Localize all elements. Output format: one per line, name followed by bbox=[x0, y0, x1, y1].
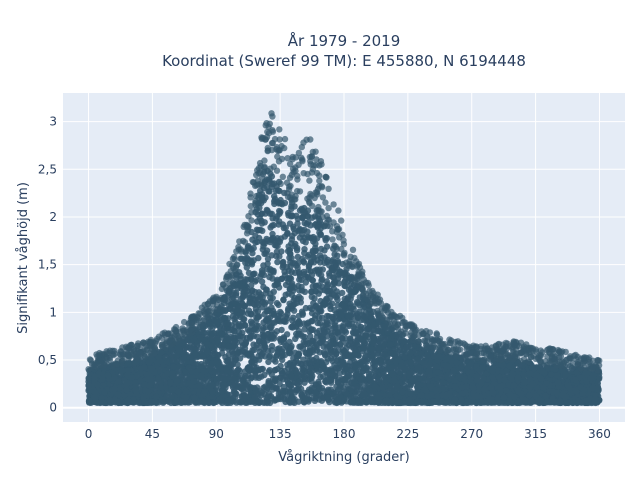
data-points bbox=[85, 110, 603, 407]
data-point bbox=[241, 322, 248, 329]
data-point bbox=[316, 266, 323, 273]
data-point bbox=[268, 173, 276, 180]
data-point bbox=[274, 258, 281, 266]
data-point bbox=[299, 287, 306, 294]
data-point bbox=[286, 247, 293, 254]
data-point bbox=[360, 304, 367, 311]
data-point bbox=[269, 215, 276, 222]
data-point bbox=[328, 355, 335, 362]
data-point bbox=[291, 379, 299, 386]
data-point bbox=[274, 385, 281, 392]
data-point bbox=[307, 268, 314, 275]
data-point bbox=[254, 238, 261, 246]
data-point bbox=[339, 346, 347, 353]
data-point bbox=[291, 229, 298, 237]
data-point bbox=[320, 343, 327, 350]
data-point bbox=[229, 313, 237, 320]
data-point bbox=[208, 330, 215, 338]
data-point bbox=[339, 289, 346, 297]
data-point bbox=[302, 279, 309, 286]
data-point bbox=[168, 393, 175, 401]
data-point bbox=[320, 328, 328, 335]
data-point bbox=[292, 335, 299, 343]
data-point bbox=[308, 293, 315, 300]
data-point bbox=[253, 226, 261, 233]
data-point bbox=[308, 378, 315, 385]
data-point bbox=[163, 393, 170, 400]
data-point bbox=[333, 334, 340, 342]
data-point bbox=[334, 252, 341, 259]
data-point bbox=[321, 247, 328, 254]
data-point bbox=[341, 295, 348, 303]
data-point bbox=[313, 347, 321, 354]
data-point bbox=[231, 374, 238, 382]
data-point bbox=[253, 277, 260, 284]
chart-title-line2: Koordinat (Sweref 99 TM): E 455880, N 61… bbox=[162, 52, 526, 70]
data-point bbox=[276, 345, 283, 352]
data-point bbox=[308, 309, 316, 317]
data-point bbox=[280, 317, 287, 325]
data-point bbox=[282, 281, 290, 289]
data-point bbox=[248, 282, 255, 289]
data-point bbox=[345, 312, 352, 320]
data-point bbox=[244, 379, 252, 386]
data-point bbox=[278, 326, 285, 334]
data-point bbox=[276, 210, 283, 217]
data-point bbox=[286, 220, 294, 227]
chart-title-line1: År 1979 - 2019 bbox=[288, 31, 401, 50]
data-point bbox=[308, 337, 316, 344]
data-point bbox=[197, 344, 205, 351]
data-point bbox=[183, 344, 190, 351]
data-point bbox=[295, 327, 302, 335]
data-point bbox=[276, 380, 283, 388]
data-point bbox=[273, 300, 281, 307]
data-point bbox=[277, 308, 284, 316]
data-point bbox=[264, 237, 271, 244]
data-point bbox=[277, 374, 284, 382]
data-point bbox=[371, 362, 378, 370]
data-point bbox=[260, 271, 268, 279]
data-point bbox=[407, 382, 414, 389]
data-point bbox=[295, 387, 302, 394]
data-point bbox=[332, 318, 339, 326]
data-point bbox=[341, 376, 348, 383]
data-point bbox=[299, 255, 306, 263]
data-point bbox=[317, 231, 324, 239]
data-point bbox=[334, 296, 341, 303]
data-point bbox=[316, 319, 324, 327]
data-point bbox=[318, 277, 325, 284]
data-point bbox=[279, 356, 286, 363]
data-point bbox=[264, 337, 271, 344]
data-point bbox=[274, 365, 281, 373]
data-point bbox=[414, 381, 422, 389]
data-point bbox=[365, 325, 372, 332]
